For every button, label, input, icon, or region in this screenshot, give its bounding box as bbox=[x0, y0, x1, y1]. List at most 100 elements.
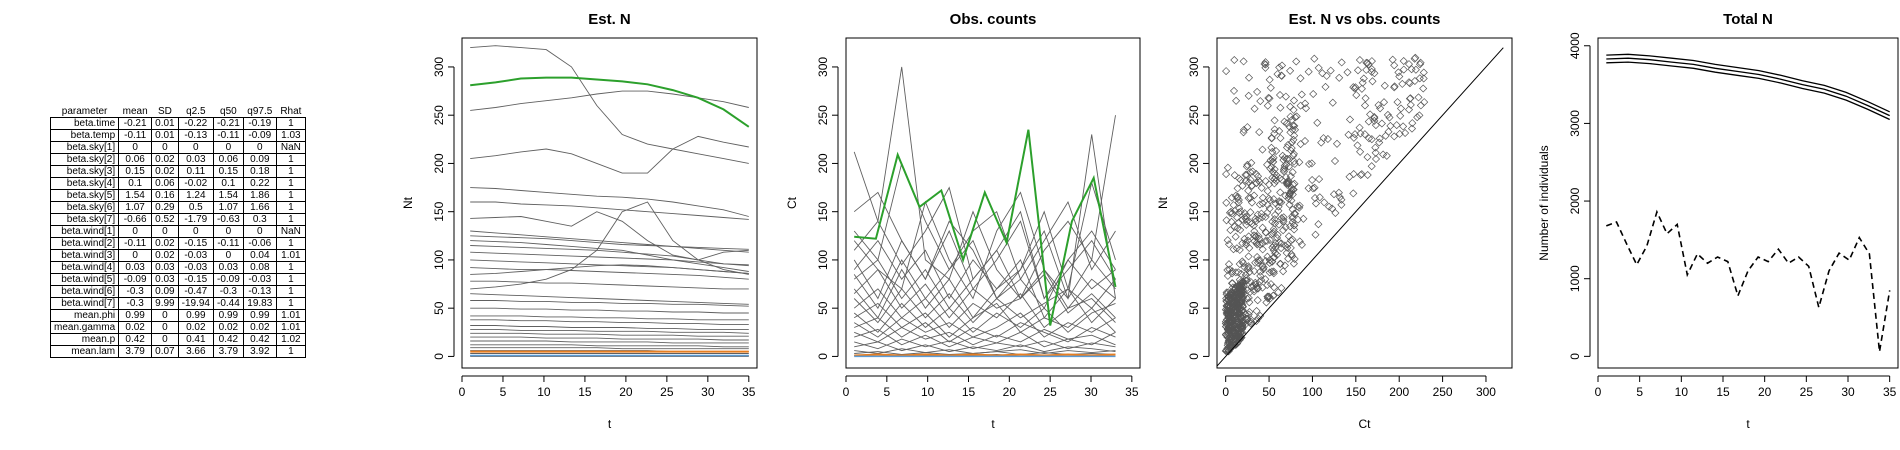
chart-title: Obs. counts bbox=[950, 11, 1037, 28]
scatter-point bbox=[1356, 170, 1365, 180]
scatter-point bbox=[1366, 110, 1375, 119]
scatter-point bbox=[1254, 314, 1263, 323]
scatter-point bbox=[1244, 178, 1254, 187]
scatter-point bbox=[1238, 257, 1247, 266]
scatter-point bbox=[1267, 230, 1276, 239]
scatter-point bbox=[1270, 215, 1279, 224]
scatter-point bbox=[1337, 58, 1346, 67]
scatter-point bbox=[1230, 222, 1239, 231]
parameter-table: parameter mean SD q2.5 q50 q97.5 Rhat beta.tim… bbox=[49, 106, 306, 358]
table-row: beta.time -0.21 0.01 -0.22 -0.21 -0.19 1 bbox=[49, 117, 306, 130]
scatter-point bbox=[1233, 184, 1242, 193]
scatter-point bbox=[1284, 192, 1293, 201]
table-body: beta.time -0.21 0.01 -0.22 -0.21 -0.19 1 beta.t… bbox=[49, 117, 306, 358]
scatter-point bbox=[1350, 84, 1359, 93]
scatter-point bbox=[1232, 301, 1241, 310]
scatter-point bbox=[1255, 128, 1264, 137]
scatter-point bbox=[1269, 153, 1278, 162]
scatter-point bbox=[1296, 74, 1305, 83]
scatter-point bbox=[1300, 136, 1310, 146]
scatter-point bbox=[1318, 69, 1327, 78]
scatter-point bbox=[1267, 162, 1276, 171]
scatter-point bbox=[1368, 77, 1377, 86]
x-tick-label: 10 bbox=[1675, 385, 1689, 399]
scatter-point bbox=[1322, 71, 1331, 80]
scatter-point bbox=[1236, 207, 1245, 216]
series-line-19 bbox=[854, 338, 1116, 350]
y-axis: 0 1000 2000 3000 4000 bbox=[1568, 32, 1591, 360]
scatter-point bbox=[1256, 311, 1265, 320]
scatter-point bbox=[1261, 228, 1270, 237]
scatter-point bbox=[1261, 63, 1270, 72]
scatter-point bbox=[1288, 190, 1297, 199]
scatter-point bbox=[1349, 169, 1358, 179]
scatter-point bbox=[1222, 170, 1231, 179]
x-tick-label: 15 bbox=[962, 385, 976, 399]
scatter-point bbox=[1265, 268, 1274, 277]
scatter-point bbox=[1244, 252, 1253, 261]
scatter-point bbox=[1258, 245, 1267, 254]
scatter-point bbox=[1290, 131, 1299, 140]
scatter-point bbox=[1269, 241, 1278, 250]
scatter-point bbox=[1272, 146, 1281, 156]
scatter-point bbox=[1288, 185, 1298, 194]
scatter-point bbox=[1276, 103, 1285, 112]
scatter-point bbox=[1331, 208, 1340, 218]
scatter-point bbox=[1290, 254, 1299, 264]
scatter-point bbox=[1251, 232, 1260, 241]
series-line-27 bbox=[470, 347, 749, 350]
identity-line bbox=[1217, 47, 1504, 367]
y-axis: 0 50 100 150 200 250 300 bbox=[432, 57, 455, 360]
scatter-point bbox=[1224, 260, 1234, 269]
table-row: beta.sky[7] -0.66 0.52 -1.79 -0.63 0.3 1 bbox=[49, 213, 306, 226]
scatter-point bbox=[1239, 125, 1249, 134]
scatter-point bbox=[1264, 194, 1273, 203]
scatter-point bbox=[1419, 68, 1428, 77]
scatter-point bbox=[1254, 214, 1264, 223]
y-tick-label: 0 bbox=[1568, 353, 1582, 360]
scatter-point bbox=[1243, 236, 1252, 245]
scatter-point bbox=[1261, 177, 1270, 186]
scatter-point bbox=[1383, 110, 1392, 119]
scatter-point bbox=[1242, 212, 1251, 221]
x-tick-label: 20 bbox=[619, 385, 633, 399]
scatter-point bbox=[1252, 169, 1261, 178]
scatter-point bbox=[1323, 134, 1332, 144]
scatter-point bbox=[1275, 63, 1284, 72]
table-cell: 1 bbox=[275, 345, 306, 358]
scatter-point bbox=[1252, 306, 1261, 316]
x-tick-label: 150 bbox=[1346, 385, 1366, 399]
scatter-point bbox=[1314, 63, 1323, 72]
scatter-point bbox=[1295, 201, 1304, 210]
scatter-point bbox=[1255, 240, 1264, 249]
plot-area bbox=[853, 66, 1117, 358]
scatter-point bbox=[1315, 175, 1324, 184]
x-tick-label: 0 bbox=[459, 385, 466, 399]
scatter-point bbox=[1277, 71, 1286, 80]
scatter-point bbox=[1270, 116, 1279, 125]
x-tick-label: 35 bbox=[742, 385, 756, 399]
scatter-point bbox=[1390, 61, 1399, 70]
scatter-point bbox=[1284, 140, 1293, 149]
table-row: beta.wind[7] -0.3 9.99 -19.94 -0.44 19.83 1 bbox=[49, 297, 306, 310]
scatter-point bbox=[1284, 254, 1293, 263]
scatter-point bbox=[1343, 68, 1352, 77]
scatter-point bbox=[1225, 265, 1234, 274]
scatter-point bbox=[1288, 235, 1297, 244]
x-tick-label: 300 bbox=[1476, 385, 1496, 399]
scatter-point bbox=[1238, 312, 1247, 321]
scatter-point bbox=[1407, 124, 1417, 133]
x-tick-label: 50 bbox=[1262, 385, 1276, 399]
scatter-point bbox=[1265, 94, 1274, 103]
scatter-point bbox=[1289, 121, 1298, 130]
scatter-point bbox=[1268, 217, 1277, 226]
series-line-14 bbox=[470, 280, 749, 290]
x-tick-label: 250 bbox=[1433, 385, 1453, 399]
scatter-point bbox=[1328, 98, 1337, 107]
scatter-point bbox=[1239, 128, 1248, 137]
scatter-point bbox=[1263, 187, 1272, 196]
x-tick-label: 35 bbox=[1883, 385, 1897, 399]
scatter-point bbox=[1275, 90, 1285, 100]
scatter-point bbox=[1263, 294, 1272, 303]
series-line-9 bbox=[470, 245, 749, 267]
